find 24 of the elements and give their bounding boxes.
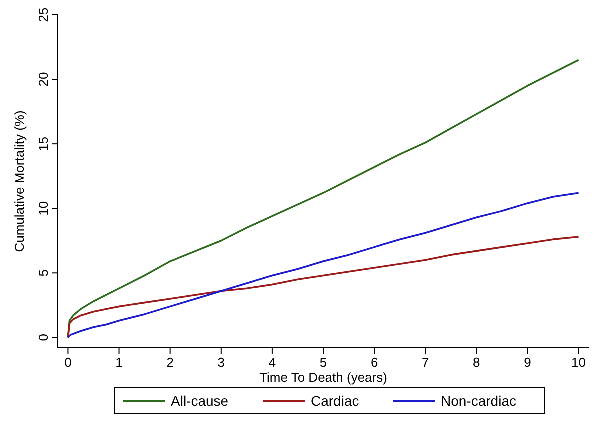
x-axis-title: Time To Death (years) bbox=[260, 370, 388, 385]
x-tick-label: 6 bbox=[370, 355, 378, 370]
y-tick-label: 10 bbox=[36, 201, 51, 216]
y-axis-title: Cumulative Mortality (%) bbox=[12, 110, 27, 252]
x-tick-label: 9 bbox=[524, 355, 532, 370]
x-tick-label: 3 bbox=[218, 355, 225, 370]
line-series bbox=[67, 192, 580, 339]
y-tick-label: 25 bbox=[36, 8, 51, 22]
y-tick-label: 15 bbox=[36, 136, 51, 152]
x-tick-label: 5 bbox=[320, 355, 328, 370]
legend-label: All-cause bbox=[171, 393, 229, 409]
y-tick-label: 5 bbox=[36, 270, 51, 277]
x-tick-label: 8 bbox=[473, 355, 480, 370]
x-tick-label: 10 bbox=[572, 355, 586, 370]
line-series bbox=[67, 236, 580, 339]
x-tick-label: 4 bbox=[268, 355, 276, 370]
x-tick-label: 7 bbox=[422, 355, 430, 370]
y-tick-label: 0 bbox=[36, 334, 51, 342]
x-tick-label: 1 bbox=[116, 355, 123, 370]
legend-label: Cardiac bbox=[311, 393, 360, 409]
x-tick-label: 2 bbox=[166, 355, 174, 370]
y-tick-label: 20 bbox=[36, 72, 51, 87]
legend-label: Non-cardiac bbox=[441, 393, 516, 409]
x-tick-label: 0 bbox=[64, 355, 72, 370]
